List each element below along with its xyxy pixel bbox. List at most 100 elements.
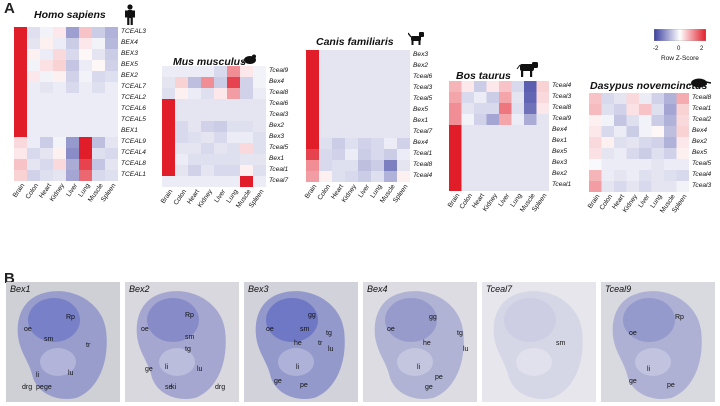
heatmap-cell <box>461 180 474 191</box>
heatmap-cell <box>214 110 227 121</box>
heatmap-cell <box>332 105 345 116</box>
anatomy-label: li <box>36 372 40 379</box>
gene-label: Tceal7 <box>413 128 433 135</box>
heatmap-cell <box>306 138 319 149</box>
heatmap-cell <box>664 170 677 181</box>
heatmap-cell <box>162 143 175 154</box>
heatmap-cell <box>14 27 27 38</box>
heatmap-cell <box>253 132 266 143</box>
heatmap-cell <box>384 50 397 61</box>
gene-label: BEX1 <box>121 127 138 134</box>
heatmap-cell <box>664 159 677 170</box>
heatmap-cell <box>511 136 524 147</box>
gene-label: Tceal5 <box>413 95 433 102</box>
gene-label: Tceal4 <box>692 171 712 178</box>
heatmap-cell <box>499 103 512 114</box>
heatmap-cell <box>345 171 358 182</box>
embryo-section: Bex3 gg oe sm tg he tr lu li ge pe <box>244 282 358 402</box>
heatmap-cell <box>92 93 105 104</box>
gene-label: Bex5 <box>552 148 568 155</box>
heatmap-cell <box>358 127 371 138</box>
gene-label: Tceal8 <box>413 161 433 168</box>
heatmap-cell <box>253 121 266 132</box>
heatmap-cell <box>240 66 253 77</box>
heatmap-cell <box>27 71 40 82</box>
heatmap-cell <box>474 158 487 169</box>
heatmap-cell <box>536 169 549 180</box>
heatmap-cell <box>27 137 40 148</box>
heatmap-cell <box>306 127 319 138</box>
gene-label: BEX5 <box>121 61 138 68</box>
heatmap-cell <box>188 121 201 132</box>
heatmap-cell <box>27 49 40 60</box>
heatmap-cell <box>162 165 175 176</box>
heatmap-cell <box>511 169 524 180</box>
heatmap-cell <box>306 160 319 171</box>
heatmap-cell <box>474 180 487 191</box>
heatmap-cell <box>214 99 227 110</box>
heatmap-cell <box>358 171 371 182</box>
cow-icon <box>516 62 538 77</box>
heatmap-cell <box>511 158 524 169</box>
heatmap-cell <box>499 125 512 136</box>
heatmap-cell <box>676 93 689 104</box>
heatmap-cell <box>105 104 118 115</box>
heatmap-cell <box>40 115 53 126</box>
tissue-label: Colon <box>172 188 188 207</box>
heatmap-cell <box>201 143 214 154</box>
gene-label: Bex4 <box>269 78 285 85</box>
heatmap-cell <box>66 71 79 82</box>
heatmap-cell <box>79 49 92 60</box>
heatmap-cell <box>536 136 549 147</box>
heatmap-cell <box>162 121 175 132</box>
anatomy-label: gg <box>429 314 437 321</box>
heatmap-cell <box>486 180 499 191</box>
heatmap-cell <box>358 50 371 61</box>
legend-tick-high: 2 <box>700 46 704 52</box>
heatmap-cell <box>461 147 474 158</box>
heatmap-cell <box>524 136 537 147</box>
heatmap-cell <box>53 38 66 49</box>
heatmap-cell <box>676 159 689 170</box>
heatmap-cell <box>92 27 105 38</box>
anatomy-label: tg <box>185 346 191 353</box>
heatmap-cell <box>486 125 499 136</box>
heatmap-cell <box>175 99 188 110</box>
heatmap-cell <box>639 159 652 170</box>
heatmap-cell <box>449 125 462 136</box>
heatmap-cell <box>14 170 27 181</box>
heatmap-cell <box>66 60 79 71</box>
heatmap-cell <box>486 169 499 180</box>
anatomy-label: li <box>165 364 169 371</box>
heatmap-cell <box>14 93 27 104</box>
embryo-gene-title: Bex1 <box>10 284 31 294</box>
heatmap-cell <box>676 115 689 126</box>
anatomy-label: se <box>165 384 173 391</box>
anatomy-label: li <box>296 364 300 371</box>
heatmap-cell <box>240 77 253 88</box>
heatmap-cell <box>397 105 410 116</box>
embryo-liver-region <box>397 348 433 376</box>
heatmap-cell <box>332 50 345 61</box>
anatomy-label: oe <box>387 326 395 333</box>
gene-label: Tceal3 <box>692 182 712 189</box>
heatmap-cell <box>461 158 474 169</box>
heatmap-cell <box>601 159 614 170</box>
heatmap-cell <box>53 82 66 93</box>
gene-label: Bex4 <box>552 126 568 133</box>
heatmap-cell <box>499 147 512 158</box>
heatmap-cell <box>14 126 27 137</box>
heatmap-cell <box>201 154 214 165</box>
heatmap-cell <box>66 148 79 159</box>
heatmap-cell <box>227 176 240 187</box>
embryo-head <box>147 298 199 342</box>
embryo-illustration <box>493 291 583 399</box>
gene-label: Tceal5 <box>269 144 289 151</box>
heatmap-cell <box>105 126 118 137</box>
embryo-gene-title: Bex3 <box>248 284 269 294</box>
heatmap-cell <box>201 165 214 176</box>
heatmap-grid <box>14 27 118 181</box>
heatmap-cell <box>499 81 512 92</box>
heatmap-cell <box>79 93 92 104</box>
gene-label: TCEAL8 <box>121 160 146 167</box>
